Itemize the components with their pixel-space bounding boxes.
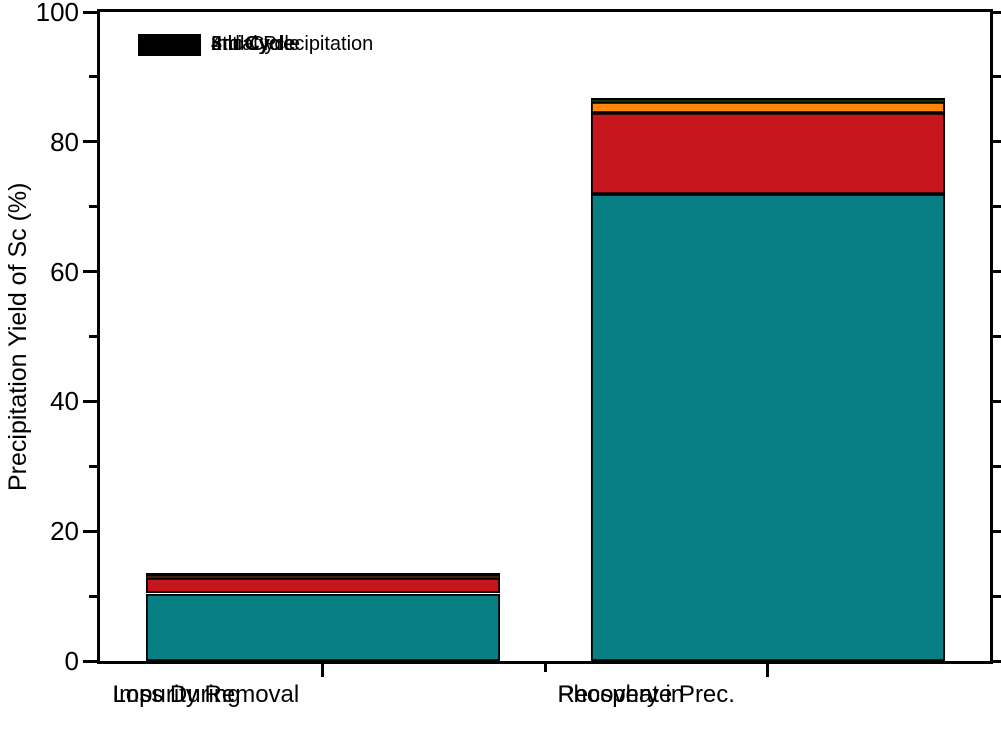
bar-segment-recovery-in-3rd-cycle bbox=[590, 102, 945, 113]
bar-segment-loss-during-4th-cycle bbox=[145, 574, 500, 576]
legend-label: Initial Precipitation bbox=[211, 33, 374, 55]
bar-segment-loss-during-3rd-cycle bbox=[145, 575, 500, 578]
x-category-line: Recovery in bbox=[557, 681, 685, 708]
plot-frame bbox=[97, 9, 993, 664]
y-tick-label: 20 bbox=[50, 516, 79, 547]
y-tick-minor bbox=[89, 594, 97, 598]
bar-segment-loss-during-5th-cycle bbox=[145, 572, 500, 575]
y-tick-label: 40 bbox=[50, 386, 79, 417]
y-tick-right-minor bbox=[993, 464, 1001, 468]
x-category-line: Loss During bbox=[112, 681, 241, 708]
y-tick-right-major bbox=[993, 399, 1001, 403]
y-tick-minor bbox=[89, 335, 97, 338]
y-tick-minor bbox=[89, 464, 97, 468]
legend-label: 3rd Cycle bbox=[211, 33, 296, 55]
y-tick-major bbox=[83, 399, 97, 403]
y-tick-right-major bbox=[993, 659, 1001, 663]
bar-segment-loss-during-initial-precipitation bbox=[145, 593, 500, 661]
x-category-line: Impurity Removal bbox=[112, 681, 300, 708]
bar-segment-recovery-in-2nd-cycle bbox=[590, 112, 945, 194]
bar-segment-loss-during-2nd-cycle bbox=[145, 577, 500, 594]
y-tick-major bbox=[83, 140, 97, 144]
y-tick-right-minor bbox=[993, 335, 1001, 338]
legend-swatch-5th-cycle bbox=[138, 33, 201, 56]
y-tick-label: 60 bbox=[50, 256, 79, 287]
bar-segment-recovery-in-initial-precipitation bbox=[590, 193, 945, 661]
x-tick-major bbox=[766, 664, 769, 677]
y-tick-major bbox=[83, 529, 97, 533]
y-tick-right-major bbox=[993, 10, 1001, 14]
y-tick-right-minor bbox=[993, 594, 1001, 598]
y-tick-label: 80 bbox=[50, 126, 79, 157]
bar-segment-recovery-in-5th-cycle bbox=[590, 97, 945, 100]
legend-label: 2nd Cycle bbox=[211, 33, 300, 55]
y-tick-minor bbox=[89, 205, 97, 209]
y-tick-right-minor bbox=[993, 205, 1001, 209]
y-tick-label: 0 bbox=[64, 646, 79, 676]
legend-item: 5th Cycle bbox=[138, 30, 294, 59]
y-tick-major bbox=[83, 659, 97, 663]
y-tick-major bbox=[83, 10, 97, 14]
y-tick-right-major bbox=[993, 529, 1001, 533]
y-tick-right-major bbox=[993, 140, 1001, 144]
y-tick-right-major bbox=[993, 270, 1001, 274]
bar-segment-recovery-in-4th-cycle bbox=[590, 99, 945, 103]
y-tick-right-minor bbox=[993, 75, 1001, 79]
y-tick-major bbox=[83, 270, 97, 274]
x-tick-major bbox=[321, 664, 324, 677]
x-tick-minor bbox=[543, 664, 547, 672]
x-category-line: Phosphate Prec. bbox=[557, 681, 735, 708]
legend-label: 4th Cycle bbox=[211, 33, 295, 55]
legend-label: 5th Cycle bbox=[211, 33, 295, 55]
y-tick-label: 100 bbox=[35, 0, 79, 27]
y-tick-minor bbox=[89, 75, 97, 79]
